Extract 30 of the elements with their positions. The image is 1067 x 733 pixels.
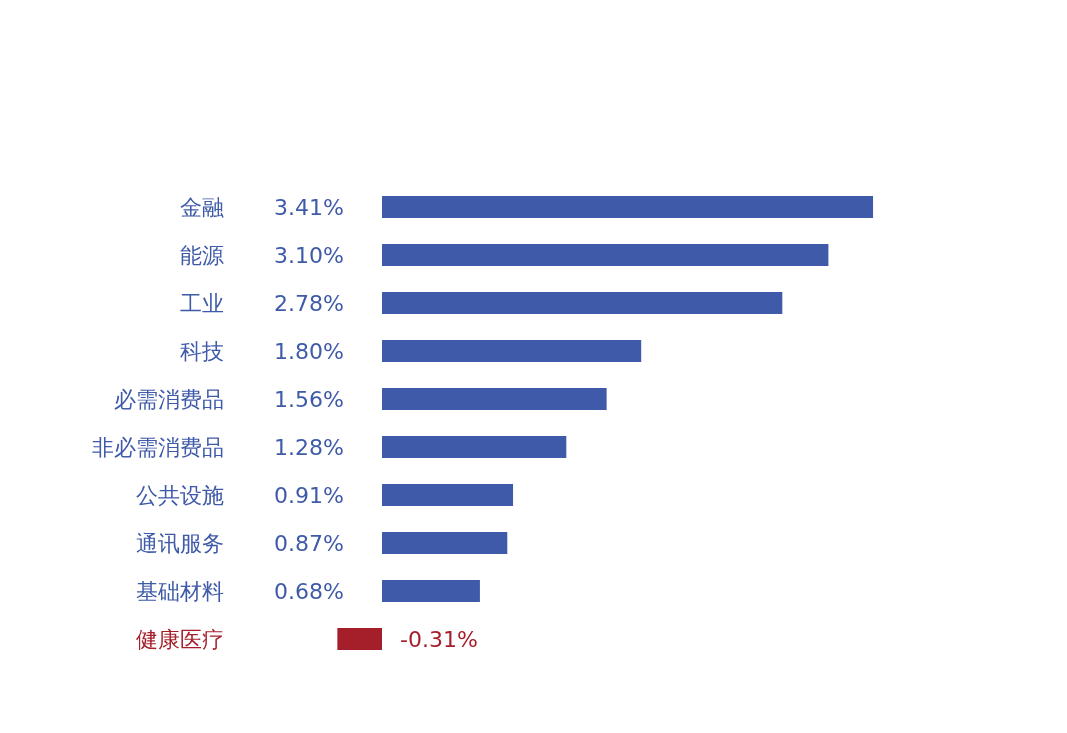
- bar: [382, 388, 607, 410]
- bar: [382, 244, 829, 266]
- y-tick-label: 必需消费品: [114, 386, 224, 412]
- y-tick-label: 非必需消费品: [92, 434, 224, 460]
- data-label: 0.68%: [274, 578, 344, 604]
- bar: [337, 628, 382, 650]
- y-tick-label: 基础材料: [136, 578, 224, 604]
- data-label: 0.91%: [274, 482, 344, 508]
- data-label: 2.78%: [274, 290, 344, 316]
- bar: [382, 484, 514, 506]
- bar: [382, 532, 508, 554]
- y-tick-label: 公共设施: [136, 482, 224, 508]
- data-label: 1.56%: [274, 386, 344, 412]
- data-label: 0.87%: [274, 530, 344, 556]
- y-tick-label: 健康医疗: [136, 626, 224, 652]
- data-label: 1.80%: [274, 338, 344, 364]
- data-label: -0.31%: [400, 626, 478, 652]
- y-tick-label: 能源: [180, 242, 224, 268]
- data-label: 1.28%: [274, 434, 344, 460]
- y-tick-label: 科技: [180, 338, 224, 364]
- y-tick-label: 工业: [180, 290, 224, 316]
- data-label: 3.10%: [274, 242, 344, 268]
- bar: [382, 436, 567, 458]
- bar: [382, 196, 874, 218]
- bar: [382, 340, 642, 362]
- bar: [382, 292, 783, 314]
- y-tick-label: 通讯服务: [136, 530, 224, 556]
- data-label: 3.41%: [274, 194, 344, 220]
- bar: [382, 580, 480, 602]
- y-tick-label: 金融: [180, 194, 224, 220]
